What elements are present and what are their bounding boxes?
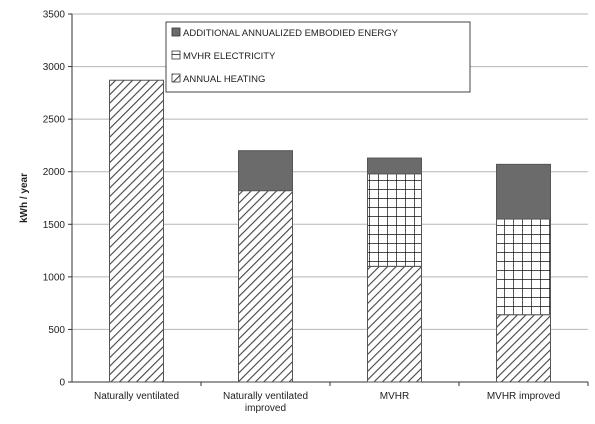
legend-entry-label: ADDITIONAL ANNUALIZED EMBODIED ENERGY (183, 28, 399, 39)
legend-swatch (171, 27, 181, 37)
legend-entry-label: ANNUAL HEATING (183, 74, 265, 85)
y-tick-label: 1500 (43, 220, 66, 231)
y-tick-label: 3000 (43, 62, 66, 73)
bar-segment (238, 150, 293, 192)
bar-segment (238, 190, 293, 383)
y-tick-label: 3500 (43, 10, 66, 21)
y-tick-label: 500 (48, 325, 65, 336)
y-axis-label: kWh / year (19, 173, 30, 223)
bar-segment (367, 157, 422, 175)
x-tick-label: improved (245, 403, 286, 414)
y-tick-label: 2500 (43, 115, 66, 126)
bar-segment (496, 314, 551, 383)
legend-box (165, 21, 471, 93)
y-tick-label: 0 (59, 378, 65, 389)
legend-swatch (171, 50, 181, 60)
bar-segment (496, 218, 551, 316)
bar-segment (367, 265, 422, 383)
x-tick-label: Naturally ventilated (94, 391, 179, 402)
bar-segment (496, 163, 551, 220)
bar-segment (109, 79, 164, 383)
legend: ADDITIONAL ANNUALIZED EMBODIED ENERGY MVH… (165, 21, 471, 93)
legend-swatch (171, 73, 181, 83)
bar-segment (367, 173, 422, 267)
x-tick-label: MVHR improved (487, 391, 560, 402)
x-tick-label: MVHR (380, 391, 409, 402)
y-tick-label: 1000 (43, 272, 66, 283)
y-tick-label: 2000 (43, 167, 66, 178)
x-tick-label: Naturally ventilated (223, 391, 308, 402)
legend-entry-label: MVHR ELECTRICITY (183, 51, 276, 62)
